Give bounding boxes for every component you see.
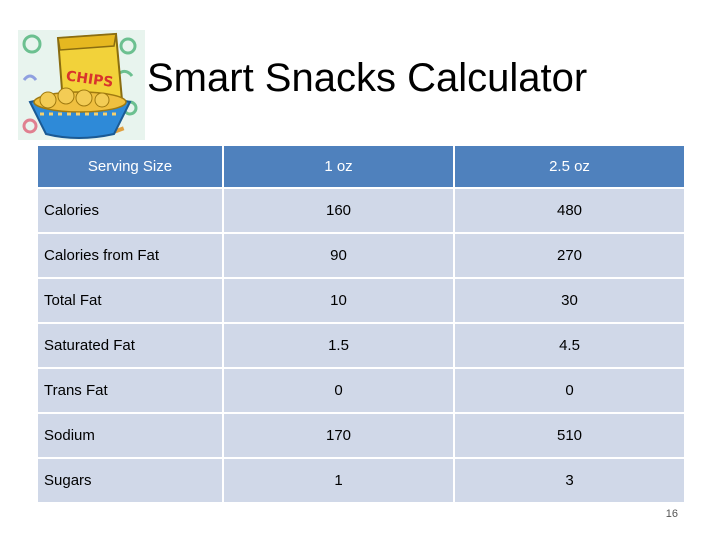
page-title: Smart Snacks Calculator: [147, 56, 588, 100]
cell-1oz: 1.5: [224, 324, 453, 367]
cell-2-5oz: 30: [455, 279, 684, 322]
header-serving-size: Serving Size: [38, 146, 222, 187]
table-row: Trans Fat 0 0: [38, 369, 684, 412]
table-row: Total Fat 10 30: [38, 279, 684, 322]
cell-1oz: 1: [224, 459, 453, 502]
nutrition-table: Serving Size 1 oz 2.5 oz Calories 160 48…: [36, 144, 686, 504]
row-label: Calories: [38, 189, 222, 232]
cell-2-5oz: 3: [455, 459, 684, 502]
cell-2-5oz: 480: [455, 189, 684, 232]
cell-1oz: 0: [224, 369, 453, 412]
row-label: Trans Fat: [38, 369, 222, 412]
cell-1oz: 170: [224, 414, 453, 457]
chips-bag-icon: CHIPS: [18, 30, 145, 140]
table-row: Calories 160 480: [38, 189, 684, 232]
cell-1oz: 160: [224, 189, 453, 232]
table-row: Saturated Fat 1.5 4.5: [38, 324, 684, 367]
header-2-5oz: 2.5 oz: [455, 146, 684, 187]
cell-2-5oz: 4.5: [455, 324, 684, 367]
page-number: 16: [665, 508, 678, 520]
cell-2-5oz: 0: [455, 369, 684, 412]
row-label: Total Fat: [38, 279, 222, 322]
header-1oz: 1 oz: [224, 146, 453, 187]
chips-bag-label: CHIPS: [65, 68, 114, 90]
table-header-row: Serving Size 1 oz 2.5 oz: [38, 146, 684, 187]
table-row: Sodium 170 510: [38, 414, 684, 457]
row-label: Saturated Fat: [38, 324, 222, 367]
table-row: Calories from Fat 90 270: [38, 234, 684, 277]
cell-2-5oz: 510: [455, 414, 684, 457]
row-label: Calories from Fat: [38, 234, 222, 277]
table-row: Sugars 1 3: [38, 459, 684, 502]
row-label: Sugars: [38, 459, 222, 502]
row-label: Sodium: [38, 414, 222, 457]
cell-2-5oz: 270: [455, 234, 684, 277]
cell-1oz: 10: [224, 279, 453, 322]
cell-1oz: 90: [224, 234, 453, 277]
